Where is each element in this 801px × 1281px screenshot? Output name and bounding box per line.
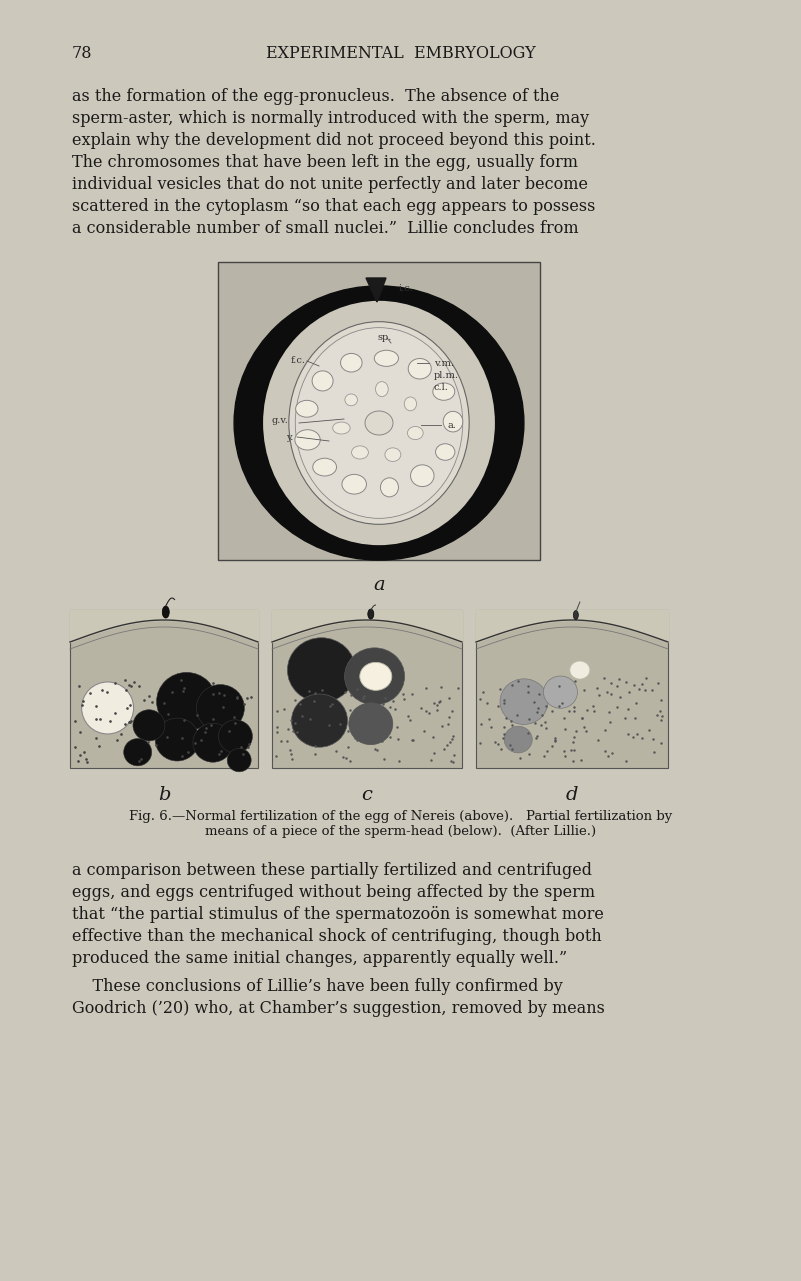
Text: a.: a. [447, 421, 456, 430]
Text: produced the same initial changes, apparently equally well.”: produced the same initial changes, appar… [72, 951, 567, 967]
Ellipse shape [332, 421, 350, 434]
Ellipse shape [376, 382, 388, 397]
Text: means of a piece of the sperm-head (below).  (After Lillie.): means of a piece of the sperm-head (belo… [205, 825, 597, 838]
Ellipse shape [234, 286, 524, 560]
Ellipse shape [312, 459, 336, 477]
Ellipse shape [408, 427, 423, 439]
Text: f.c.: f.c. [291, 356, 306, 365]
Text: explain why the development did not proceed beyond this point.: explain why the development did not proc… [72, 132, 596, 149]
Ellipse shape [227, 748, 252, 771]
Text: These conclusions of Lillie’s have been fully confirmed by: These conclusions of Lillie’s have been … [72, 977, 563, 995]
Ellipse shape [193, 724, 233, 762]
Ellipse shape [196, 684, 244, 731]
Ellipse shape [352, 446, 368, 459]
Ellipse shape [436, 443, 455, 460]
Text: individual vesicles that do not unite perfectly and later become: individual vesicles that do not unite pe… [72, 175, 588, 193]
Ellipse shape [365, 411, 393, 436]
Ellipse shape [345, 395, 357, 406]
Text: c.l.: c.l. [434, 383, 449, 392]
Ellipse shape [123, 739, 151, 766]
Text: pl.m.: pl.m. [434, 371, 459, 380]
Ellipse shape [409, 359, 431, 379]
Ellipse shape [500, 679, 548, 725]
Ellipse shape [340, 354, 362, 371]
Ellipse shape [292, 694, 348, 747]
Text: g.v.: g.v. [271, 416, 288, 425]
Ellipse shape [82, 681, 134, 734]
Ellipse shape [133, 710, 165, 740]
Text: Goodrich (’20) who, at Chamber’s suggestion, removed by means: Goodrich (’20) who, at Chamber’s suggest… [72, 1000, 605, 1017]
Ellipse shape [544, 676, 578, 708]
Ellipse shape [411, 465, 434, 487]
Text: 78: 78 [72, 45, 92, 61]
Ellipse shape [348, 703, 392, 744]
Ellipse shape [385, 448, 400, 461]
Text: that “the partial stimulus of the spermatozoön is somewhat more: that “the partial stimulus of the sperma… [72, 906, 604, 924]
Ellipse shape [443, 411, 463, 432]
Bar [272, 610, 462, 769]
Ellipse shape [296, 328, 463, 519]
Ellipse shape [155, 719, 199, 761]
Text: a: a [373, 576, 384, 594]
Ellipse shape [289, 322, 469, 524]
Text: sp.: sp. [377, 333, 392, 342]
Ellipse shape [163, 606, 169, 617]
Ellipse shape [360, 662, 392, 690]
Bar [70, 610, 258, 769]
Text: a comparison between these partially fertilized and centrifuged: a comparison between these partially fer… [72, 862, 592, 879]
Text: scattered in the cytoplasm “so that each egg appears to possess: scattered in the cytoplasm “so that each… [72, 199, 595, 215]
Text: Fig. 6.—Normal fertilization of the egg of Nereis (above).   Partial fertilizati: Fig. 6.—Normal fertilization of the egg … [130, 810, 673, 822]
Ellipse shape [312, 371, 333, 391]
Ellipse shape [344, 648, 405, 705]
Text: v.m.: v.m. [434, 359, 454, 368]
Ellipse shape [296, 401, 318, 418]
Text: effective than the mechanical shock of centrifuging, though both: effective than the mechanical shock of c… [72, 927, 602, 945]
Text: eggs, and eggs centrifuged without being affected by the sperm: eggs, and eggs centrifuged without being… [72, 884, 595, 901]
Ellipse shape [263, 301, 495, 546]
Ellipse shape [342, 474, 366, 494]
Ellipse shape [288, 638, 356, 702]
Text: The chromosomes that have been left in the egg, usually form: The chromosomes that have been left in t… [72, 154, 578, 170]
Text: d: d [566, 787, 578, 804]
Ellipse shape [295, 429, 320, 450]
Text: c: c [361, 787, 372, 804]
Text: i.c.: i.c. [399, 284, 414, 293]
Text: sperm-aster, which is normally introduced with the sperm, may: sperm-aster, which is normally introduce… [72, 110, 589, 127]
Ellipse shape [505, 726, 532, 753]
Ellipse shape [405, 397, 417, 411]
Ellipse shape [574, 611, 578, 620]
Ellipse shape [368, 608, 374, 619]
Ellipse shape [433, 383, 455, 400]
Polygon shape [366, 278, 386, 302]
Ellipse shape [570, 661, 590, 679]
Text: a considerable number of small nuclei.”  Lillie concludes from: a considerable number of small nuclei.” … [72, 220, 578, 237]
Text: as the formation of the egg-pronucleus.  The absence of the: as the formation of the egg-pronucleus. … [72, 88, 559, 105]
Ellipse shape [219, 720, 252, 753]
Text: y.: y. [286, 433, 293, 442]
Text: EXPERIMENTAL  EMBRYOLOGY: EXPERIMENTAL EMBRYOLOGY [266, 45, 536, 61]
Ellipse shape [374, 350, 398, 366]
Ellipse shape [380, 478, 398, 497]
Ellipse shape [156, 673, 216, 731]
Bar [476, 610, 668, 769]
Text: b: b [158, 787, 171, 804]
Bar [218, 263, 540, 560]
